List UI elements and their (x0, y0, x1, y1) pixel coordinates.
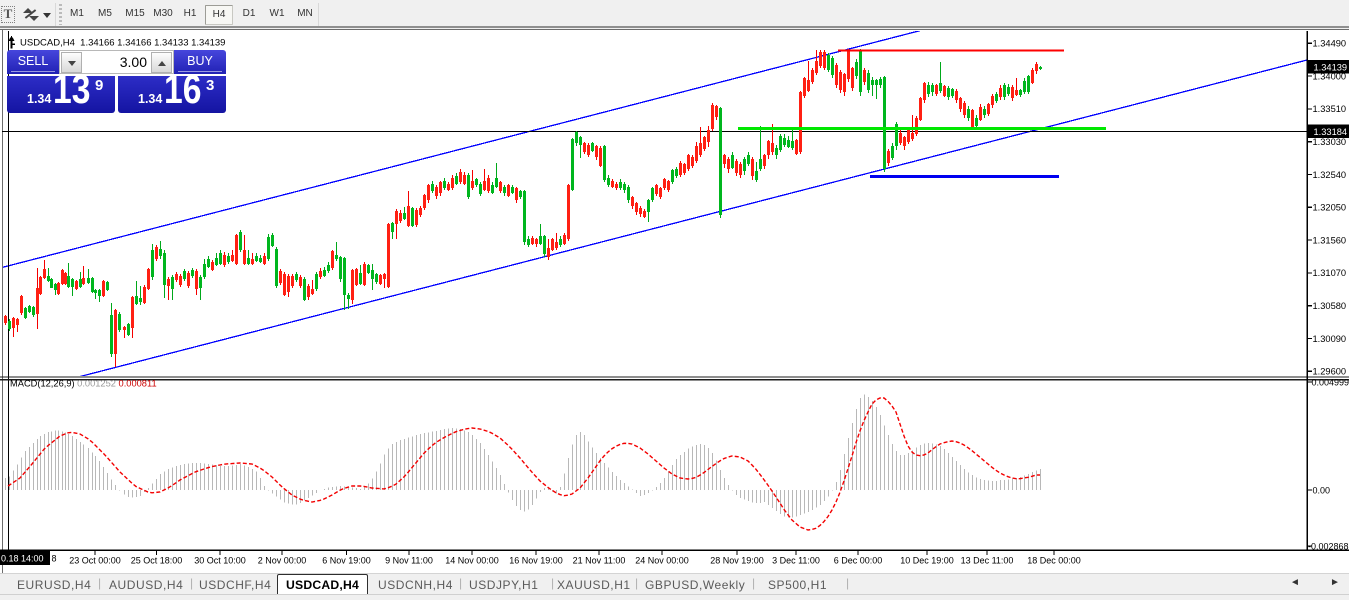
svg-text:1.31560: 1.31560 (1313, 235, 1347, 245)
svg-text:0.004999: 0.004999 (1312, 377, 1349, 387)
svg-text:6 Nov 19:00: 6 Nov 19:00 (322, 556, 371, 566)
svg-text:13 Dec 11:00: 13 Dec 11:00 (961, 556, 1014, 566)
svg-text:24 Nov 00:00: 24 Nov 00:00 (635, 556, 689, 566)
svg-text:0.00: 0.00 (1313, 485, 1331, 495)
svg-text:1.30090: 1.30090 (1313, 334, 1347, 344)
svg-text:30 Oct 10:00: 30 Oct 10:00 (194, 556, 246, 566)
svg-text:8: 8 (52, 554, 57, 564)
svg-text:9 Nov 11:00: 9 Nov 11:00 (385, 556, 433, 566)
svg-text:2 Nov 00:00: 2 Nov 00:00 (258, 556, 307, 566)
svg-text:1.34000: 1.34000 (1313, 71, 1347, 81)
svg-text:1.33184: 1.33184 (1314, 127, 1348, 137)
svg-text:21 Nov 11:00: 21 Nov 11:00 (573, 556, 626, 566)
svg-text:23 Oct 00:00: 23 Oct 00:00 (69, 556, 121, 566)
svg-text:1.32540: 1.32540 (1313, 170, 1347, 180)
svg-text:1.34490: 1.34490 (1313, 39, 1347, 49)
svg-text:-0.002868: -0.002868 (1308, 541, 1349, 551)
svg-text:1.29600: 1.29600 (1313, 367, 1347, 377)
svg-text:16 Nov 19:00: 16 Nov 19:00 (509, 556, 563, 566)
svg-text:28 Nov 19:00: 28 Nov 19:00 (710, 556, 764, 566)
svg-text:14 Nov 00:00: 14 Nov 00:00 (445, 556, 499, 566)
svg-text:MACD(12,26,9) 0.001252 0.00081: MACD(12,26,9) 0.001252 0.000811 (10, 379, 157, 389)
svg-text:1.33030: 1.33030 (1313, 137, 1347, 147)
svg-text:USDCAD,H4 1.34166 1.34166 1.3: USDCAD,H4 1.34166 1.34166 1.34133 1.3413… (20, 38, 225, 49)
svg-text:0.18 14:00: 0.18 14:00 (1, 554, 44, 564)
svg-text:1.34139: 1.34139 (1314, 62, 1348, 72)
svg-text:3 Dec 11:00: 3 Dec 11:00 (772, 556, 820, 566)
svg-text:25 Oct 18:00: 25 Oct 18:00 (131, 556, 183, 566)
svg-text:18 Dec 00:00: 18 Dec 00:00 (1027, 556, 1081, 566)
svg-text:1.30580: 1.30580 (1313, 301, 1347, 311)
svg-text:1.31070: 1.31070 (1313, 268, 1347, 278)
svg-text:6 Dec 00:00: 6 Dec 00:00 (834, 556, 883, 566)
svg-text:10 Dec 19:00: 10 Dec 19:00 (900, 556, 954, 566)
svg-text:1.32050: 1.32050 (1313, 203, 1347, 213)
svg-text:1.33510: 1.33510 (1313, 104, 1347, 114)
